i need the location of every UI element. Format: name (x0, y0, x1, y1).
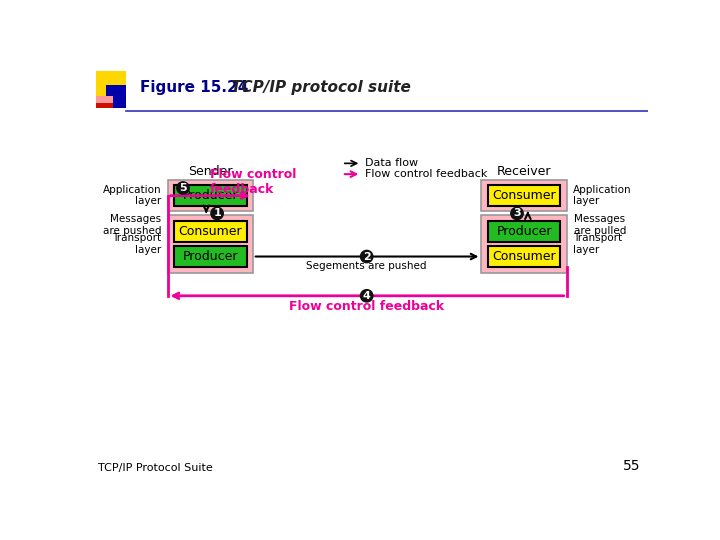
Bar (168, 215, 253, 273)
Bar (487, 246, 560, 267)
Text: Sender: Sender (188, 165, 233, 178)
Text: Messages
are pushed: Messages are pushed (103, 214, 161, 236)
Bar (482, 180, 567, 211)
Text: Flow control
feedback: Flow control feedback (210, 168, 297, 196)
Text: Consumer: Consumer (179, 225, 242, 238)
Bar (482, 215, 567, 273)
Text: Segements are pushed: Segements are pushed (307, 261, 427, 271)
Text: Consumer: Consumer (492, 250, 556, 263)
Text: Data flow: Data flow (365, 158, 418, 168)
Text: 1: 1 (213, 208, 221, 218)
Text: Application
layer: Application layer (573, 185, 631, 206)
Text: Consumer: Consumer (492, 189, 556, 202)
Bar (168, 180, 253, 211)
Text: TCP/IP Protocol Suite: TCP/IP Protocol Suite (98, 463, 212, 473)
Text: Transport
layer: Transport layer (573, 233, 622, 255)
Text: Transport
layer: Transport layer (112, 233, 161, 255)
Text: Producer: Producer (496, 225, 552, 238)
Text: 5: 5 (179, 183, 186, 193)
Bar (487, 185, 560, 206)
Text: Flow control feedback: Flow control feedback (289, 300, 444, 313)
Circle shape (510, 207, 523, 220)
Bar (106, 85, 126, 108)
Circle shape (177, 182, 189, 194)
Text: Figure 15.24: Figure 15.24 (140, 80, 248, 96)
Bar (96, 71, 126, 96)
Circle shape (361, 289, 373, 302)
Bar (174, 221, 246, 242)
Circle shape (361, 251, 373, 262)
Text: 55: 55 (623, 459, 640, 473)
Bar (96, 96, 113, 108)
Bar (487, 221, 560, 242)
Bar (174, 246, 246, 267)
Text: Application
layer: Application layer (103, 185, 161, 206)
Bar (96, 96, 113, 103)
Text: 3: 3 (513, 208, 521, 218)
Text: Receiver: Receiver (497, 165, 552, 178)
Text: TCP/IP protocol suite: TCP/IP protocol suite (231, 80, 411, 96)
Text: Messages
are pulled: Messages are pulled (575, 214, 626, 236)
Text: 2: 2 (363, 252, 371, 261)
Text: Producer: Producer (182, 189, 238, 202)
Text: Producer: Producer (182, 250, 238, 263)
Bar (174, 185, 246, 206)
Text: Flow control feedback: Flow control feedback (365, 169, 487, 179)
Text: 4: 4 (363, 291, 371, 301)
Circle shape (211, 207, 223, 220)
